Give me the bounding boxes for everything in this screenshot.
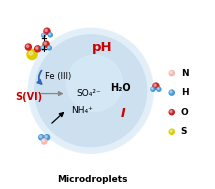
- Text: NH₄⁺: NH₄⁺: [71, 106, 93, 115]
- Circle shape: [40, 45, 46, 51]
- Circle shape: [41, 138, 48, 145]
- Text: N: N: [181, 69, 188, 77]
- Circle shape: [152, 88, 153, 90]
- Circle shape: [42, 34, 44, 36]
- Text: +: +: [40, 34, 47, 43]
- Circle shape: [157, 88, 159, 90]
- Circle shape: [40, 136, 42, 138]
- Circle shape: [47, 45, 52, 51]
- Circle shape: [26, 45, 29, 47]
- Text: SO₄²⁻: SO₄²⁻: [77, 89, 101, 98]
- Circle shape: [45, 136, 47, 138]
- Circle shape: [36, 47, 38, 49]
- Text: Fe (III): Fe (III): [45, 72, 71, 81]
- Circle shape: [34, 45, 41, 53]
- Circle shape: [170, 130, 172, 132]
- Text: +: +: [40, 45, 47, 54]
- Circle shape: [25, 43, 32, 51]
- Text: H₂O: H₂O: [110, 83, 131, 93]
- Circle shape: [41, 33, 46, 38]
- Circle shape: [170, 71, 172, 73]
- Circle shape: [169, 109, 175, 115]
- Circle shape: [48, 46, 50, 48]
- Circle shape: [43, 27, 51, 35]
- Circle shape: [150, 87, 156, 92]
- Text: pH: pH: [92, 41, 112, 54]
- Circle shape: [42, 140, 45, 142]
- Circle shape: [30, 30, 152, 152]
- Circle shape: [45, 29, 47, 32]
- Text: I: I: [121, 107, 126, 120]
- Text: Microdroplets: Microdroplets: [57, 175, 128, 184]
- Circle shape: [35, 35, 147, 147]
- Text: H: H: [181, 88, 188, 97]
- Circle shape: [170, 91, 172, 93]
- Circle shape: [156, 87, 162, 92]
- Text: O: O: [181, 108, 188, 117]
- Circle shape: [44, 134, 50, 141]
- Circle shape: [32, 32, 149, 149]
- Circle shape: [169, 89, 175, 96]
- Circle shape: [29, 51, 33, 55]
- Circle shape: [42, 40, 50, 48]
- Text: S: S: [181, 127, 187, 136]
- Circle shape: [26, 49, 38, 60]
- Circle shape: [48, 32, 53, 38]
- Circle shape: [49, 33, 51, 35]
- Text: S(VI): S(VI): [15, 92, 42, 102]
- Circle shape: [169, 70, 175, 76]
- Circle shape: [38, 134, 45, 141]
- Circle shape: [31, 31, 150, 151]
- Circle shape: [44, 42, 46, 45]
- Circle shape: [169, 129, 175, 135]
- Circle shape: [154, 84, 156, 87]
- Circle shape: [28, 28, 153, 153]
- Circle shape: [170, 110, 172, 112]
- FancyArrowPatch shape: [37, 71, 41, 84]
- Circle shape: [66, 55, 122, 111]
- Circle shape: [41, 46, 43, 48]
- Circle shape: [152, 82, 160, 90]
